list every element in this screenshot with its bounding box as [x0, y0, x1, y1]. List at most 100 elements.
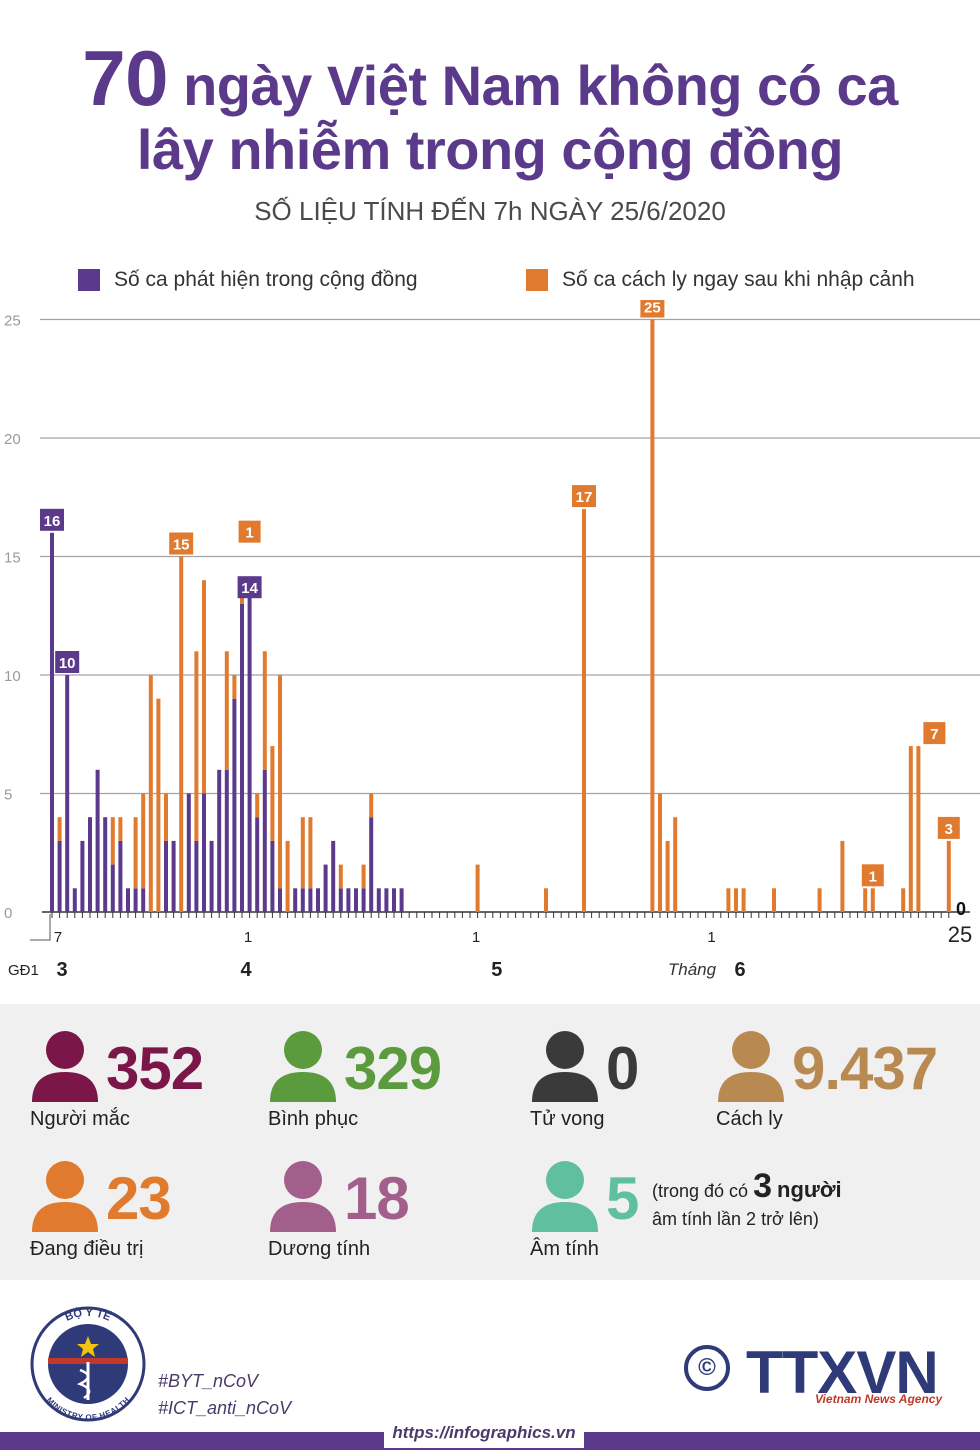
value-label: 17 — [576, 489, 593, 506]
note-line2: âm tính lần 2 trở lên) — [652, 1209, 819, 1229]
bar-imported — [118, 817, 123, 841]
month-label: 6 — [734, 959, 745, 981]
stat-quarantine: 9.437 Cách ly — [716, 1030, 938, 1130]
x-tick-label: 7 — [54, 929, 62, 946]
bar-imported — [110, 817, 115, 865]
bar-community — [202, 793, 206, 912]
bar-community — [331, 840, 336, 912]
bar-community — [346, 888, 351, 912]
bar-imported — [946, 840, 951, 912]
stats-panel — [0, 1004, 980, 1280]
bar-community — [141, 888, 146, 912]
bar-community — [95, 769, 100, 912]
bar-community — [88, 817, 92, 912]
value-label-box — [55, 651, 80, 673]
hashtag-ict[interactable]: #ICT_anti_nCoV — [158, 1398, 292, 1418]
bar-community — [57, 840, 62, 912]
stat-recovered: 329 Bình phục — [268, 1030, 442, 1130]
bar-imported — [658, 793, 662, 912]
value-label: 1 — [869, 868, 877, 885]
bar-imported — [475, 864, 480, 912]
hashtags: #BYT_nCoV #ICT_anti_nCoV — [158, 1368, 291, 1422]
person-icon — [32, 1031, 98, 1102]
legend-swatch-community — [78, 269, 100, 291]
bar-imported — [863, 888, 868, 912]
x-tick-label: 1 — [707, 929, 715, 946]
bar-community — [80, 840, 85, 912]
note-part1: (trong đó có — [652, 1181, 749, 1201]
bar-imported — [916, 746, 921, 912]
value-label: 15 — [173, 537, 190, 554]
stat-quarantine-value: 9.437 — [792, 1035, 938, 1102]
person-icon — [718, 1031, 784, 1102]
legend-swatch-imported — [526, 269, 548, 291]
bar-community — [232, 698, 237, 912]
legend-label-community: Số ca phát hiện trong cộng đồng — [114, 268, 418, 291]
bar-community — [316, 888, 320, 912]
value-label: 14 — [241, 580, 258, 597]
bar-imported — [908, 746, 913, 912]
stat-deaths-label: Tử vong — [530, 1108, 605, 1130]
bar-community — [300, 888, 305, 912]
bar-community — [247, 580, 252, 912]
bar-imported — [665, 840, 670, 912]
bar-imported — [194, 651, 199, 841]
y-tick-label: 20 — [4, 431, 21, 448]
bar-imported — [232, 675, 237, 699]
x-tick-label: 1 — [244, 929, 252, 946]
y-tick-label: 25 — [4, 313, 21, 330]
hashtag-byt[interactable]: #BYT_nCoV — [158, 1371, 259, 1391]
bar-imported — [772, 888, 776, 912]
stat-negative-value: 5 — [606, 1165, 639, 1232]
bar-community — [392, 888, 396, 912]
bar-imported — [870, 888, 875, 912]
bar-imported — [361, 864, 366, 889]
value-label-box — [572, 485, 596, 508]
bar-community — [72, 888, 77, 912]
x-axis-caption: Tháng — [668, 960, 717, 979]
stat-treating-value: 23 — [106, 1165, 172, 1232]
bar-community — [278, 888, 282, 912]
legend-imported: Số ca cách ly ngay sau khi nhập cảnh — [526, 266, 915, 294]
bar-imported — [141, 793, 146, 889]
bar-community — [270, 840, 275, 912]
end-value-label: 0 — [956, 899, 966, 919]
legend-label-imported: Số ca cách ly ngay sau khi nhập cảnh — [562, 268, 915, 291]
bar-community — [217, 769, 222, 912]
bar-imported — [901, 888, 906, 912]
value-label: 10 — [59, 655, 76, 672]
value-label-box — [923, 722, 946, 745]
stat-negative: 5 Âm tính — [530, 1160, 639, 1260]
stat-positive-label: Dương tính — [268, 1238, 371, 1260]
bar-community — [209, 840, 214, 912]
bar-imported — [673, 817, 678, 912]
bar-community — [118, 840, 123, 912]
bar-imported — [278, 675, 282, 889]
person-icon — [32, 1161, 98, 1232]
bar-imported — [582, 509, 586, 912]
stat-deaths-value: 0 — [606, 1035, 639, 1102]
bar-community — [186, 793, 191, 912]
bar-imported — [148, 675, 153, 912]
note-number: 3 — [753, 1167, 772, 1205]
ttxvn-logo: TTXVN — [746, 1339, 939, 1406]
value-label: 3 — [945, 821, 953, 838]
bar-community — [255, 817, 260, 912]
stat-positive: 18 Dương tính — [268, 1160, 410, 1260]
stat-treating: 23 Đang điều trị — [30, 1160, 172, 1260]
bar-community — [384, 888, 389, 912]
stat-negative-label: Âm tính — [530, 1238, 599, 1260]
bar-community — [103, 817, 108, 912]
stat-deaths: 0 Tử vong — [530, 1030, 639, 1130]
bar-community — [323, 864, 328, 912]
note-part2: người — [777, 1177, 842, 1202]
stat-infected-value: 352 — [106, 1035, 204, 1102]
value-label-box — [169, 532, 194, 555]
stat-recovered-value: 329 — [344, 1035, 442, 1102]
bar-community — [133, 888, 138, 912]
value-label: 1 — [245, 525, 253, 542]
month-label: 5 — [491, 959, 502, 981]
month-label: 3 — [56, 959, 67, 981]
source-url-link[interactable]: https://infographics.vn — [384, 1418, 584, 1448]
